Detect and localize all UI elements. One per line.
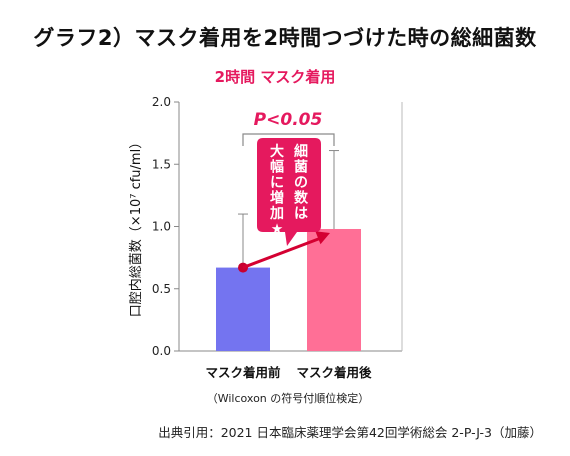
y-axis-label: 口腔内総菌数（×10⁷ cfu/ml） xyxy=(128,136,144,317)
y-tick-label: 0.5 xyxy=(152,282,171,296)
callout-char: の xyxy=(294,175,308,191)
callout-char: に xyxy=(270,175,284,191)
significance-bracket xyxy=(242,133,335,146)
increase-arrowhead xyxy=(315,231,330,245)
y-tick-label: 1.5 xyxy=(152,157,171,171)
callout-char: 菌 xyxy=(294,159,308,176)
bar xyxy=(216,267,270,351)
y-tick-label: 1.0 xyxy=(152,220,171,234)
callout-char: 加 xyxy=(269,206,284,222)
chart-subtitle: 2時間 マスク着用 xyxy=(214,68,336,86)
callout-box xyxy=(257,138,321,246)
callout-char: 大 xyxy=(270,143,284,160)
callout-char: 細 xyxy=(294,143,308,160)
y-tick-label: 0.0 xyxy=(152,344,171,358)
source-citation: 出典引用：2021 日本臨床薬理学会第42回学術総会 2-P-J-3（加藤） xyxy=(158,425,542,440)
increase-arrow xyxy=(242,236,322,269)
test-note: （Wilcoxon の符号付順位検定） xyxy=(207,391,370,405)
y-tick-label: 2.0 xyxy=(152,95,171,109)
x-tick-label: マスク着用後 xyxy=(296,365,372,380)
callout-char: 数 xyxy=(294,190,309,207)
bar xyxy=(307,228,361,351)
callout-char: ★ xyxy=(271,222,284,238)
significance-label: P<0.05 xyxy=(254,110,323,130)
callout-char: は xyxy=(294,206,308,222)
callout-char: 幅 xyxy=(270,159,284,176)
x-tick-label: マスク着用前 xyxy=(205,365,281,380)
chart-title: グラフ2）マスク着用を2時間つづけた時の総細菌数 xyxy=(33,26,537,50)
callout-char: 増 xyxy=(270,190,284,207)
